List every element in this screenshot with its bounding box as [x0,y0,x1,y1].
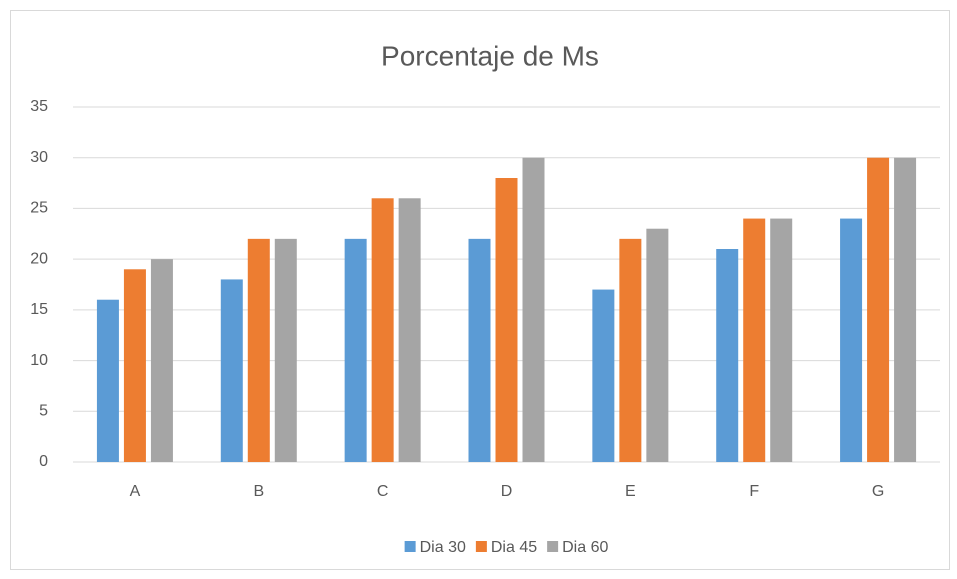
bar [123,269,146,462]
bar [770,218,793,462]
bar [716,249,739,462]
bar [840,218,863,462]
bar [371,198,394,463]
legend-swatch [547,541,559,552]
y-tick-label: 30 [30,149,48,166]
bar [468,238,491,462]
x-tick-label: A [130,483,141,500]
bar [247,238,270,462]
y-tick-label: 25 [30,200,48,217]
y-tick-label: 15 [30,301,48,318]
bar [495,178,518,462]
bar [646,228,669,462]
x-tick-label: F [749,483,759,500]
bar [398,198,421,463]
x-tick-label: B [253,483,264,500]
bar [150,259,173,462]
bar [522,157,545,462]
bar [274,238,297,462]
x-tick-label: D [501,483,513,500]
y-tick-label: 20 [30,250,48,267]
y-tick-label: 0 [39,453,48,470]
legend-label: Dia 60 [562,539,608,556]
bar [894,157,917,462]
x-tick-label: C [377,483,389,500]
y-tick-label: 5 [39,403,48,420]
bar [619,238,642,462]
legend-label: Dia 30 [420,539,466,556]
bar [220,279,243,462]
legend-label: Dia 45 [491,539,537,556]
bar [743,218,766,462]
chart-title: Porcentaje de Ms [381,40,599,71]
x-tick-label: G [872,483,884,500]
x-tick-label: E [625,483,636,500]
y-tick-label: 35 [30,98,48,115]
bar [96,299,119,462]
y-tick-label: 10 [30,352,48,369]
legend-swatch [475,541,487,552]
bar [344,238,367,462]
legend-swatch [404,541,416,552]
bar [592,289,615,462]
bar [867,157,890,462]
